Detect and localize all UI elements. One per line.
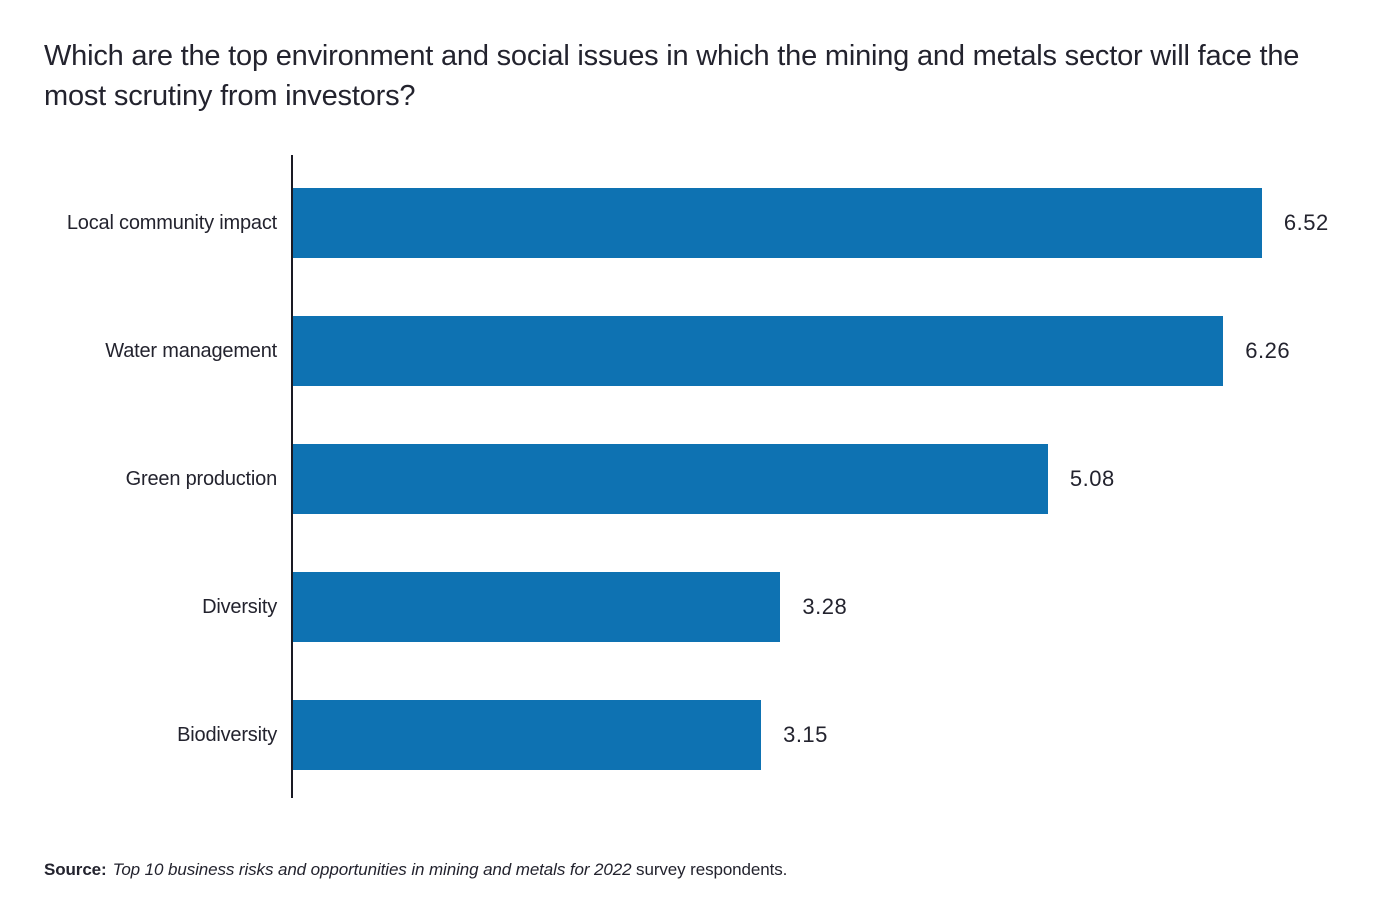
value-label: 5.08 [1069, 466, 1115, 491]
bar [293, 700, 762, 770]
source-suffix: survey respondents. [631, 860, 788, 879]
source-line: Source: Top 10 business risks and opportu… [44, 860, 787, 880]
chart-row: Biodiversity 3.15 [0, 671, 1378, 799]
chart-row: Green production 5.08 [0, 415, 1378, 543]
category-label: Diversity [202, 595, 277, 618]
category-label: Local community impact [66, 211, 277, 234]
bar [293, 444, 1048, 514]
chart-row: Local community impact 6.52 [0, 159, 1378, 287]
source-label: Source: [44, 860, 107, 879]
bar [293, 188, 1262, 258]
value-label: 3.28 [802, 594, 848, 619]
bar [293, 316, 1224, 386]
bar-rows: Local community impact 6.52 Water manageme… [0, 159, 1378, 799]
category-label: Green production [125, 467, 278, 490]
value-label: 6.26 [1245, 338, 1291, 363]
chart-row: Diversity 3.28 [0, 543, 1378, 671]
bar [293, 572, 781, 642]
category-label: Biodiversity [177, 723, 277, 746]
source-citation: Top 10 business risks and opportunities … [112, 860, 632, 879]
y-axis-line [291, 155, 293, 798]
plot-area: Local community impact 6.52 Water manageme… [0, 155, 1378, 798]
chart-title: Which are the top environment and social… [44, 40, 1300, 112]
value-label: 6.52 [1283, 210, 1329, 235]
category-label: Water management [105, 339, 277, 362]
value-label: 3.15 [783, 722, 828, 747]
chart-row: Water management 6.26 [0, 287, 1378, 415]
